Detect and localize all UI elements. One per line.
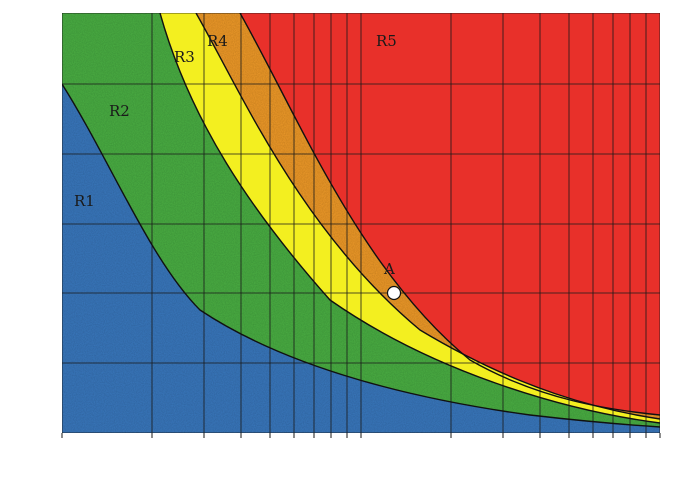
region-boundaries bbox=[62, 13, 660, 428]
x-axis-ticks bbox=[61, 433, 661, 438]
region-label-r3: R3 bbox=[174, 48, 195, 66]
point-a-marker bbox=[386, 285, 402, 301]
region-label-r2: R2 bbox=[109, 102, 130, 120]
boundary-r1-r2 bbox=[62, 83, 660, 428]
region-label-r1: R1 bbox=[74, 192, 95, 210]
boundary-r2-r3 bbox=[159, 13, 660, 424]
region-label-r4: R4 bbox=[207, 32, 228, 50]
boundary-r4-r5 bbox=[239, 13, 660, 416]
grid-lines bbox=[62, 13, 660, 433]
point-a-label: A bbox=[383, 260, 395, 278]
region-label-r5: R5 bbox=[376, 32, 397, 50]
region-r1 bbox=[62, 84, 660, 433]
